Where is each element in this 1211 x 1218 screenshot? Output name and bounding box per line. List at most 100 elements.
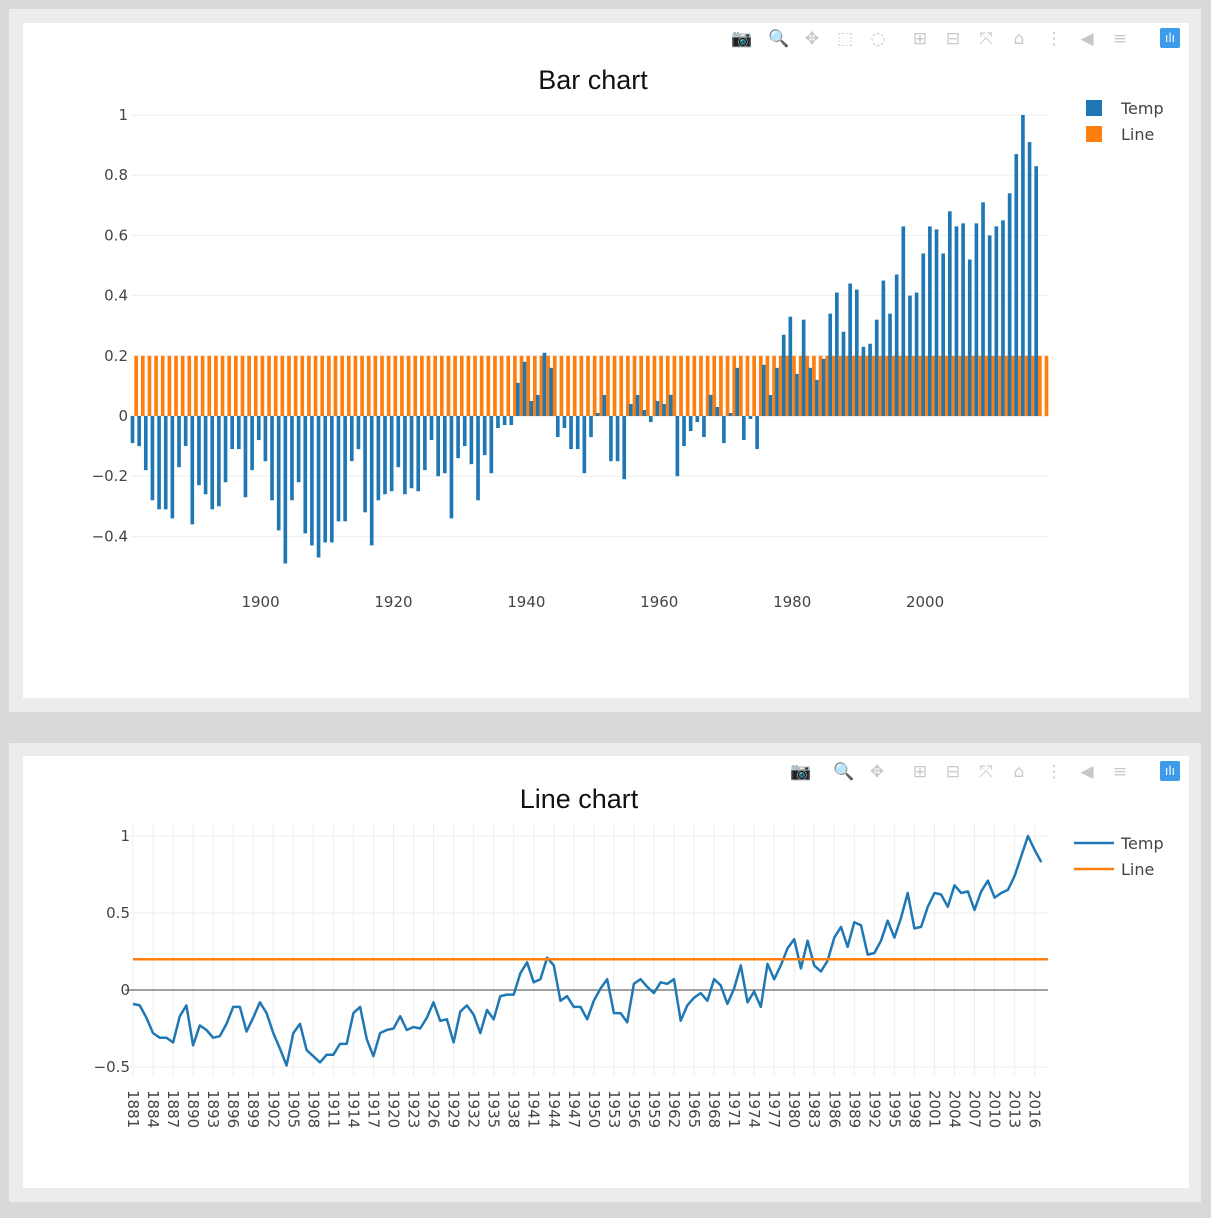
temp-bar[interactable] (854, 289, 859, 416)
line-bar[interactable] (353, 355, 358, 416)
temp-bar[interactable] (542, 352, 547, 416)
legend-swatch[interactable] (1086, 100, 1102, 116)
temp-bar[interactable] (1021, 115, 1025, 416)
temp-bar[interactable] (409, 416, 414, 489)
temp-bar[interactable] (781, 334, 786, 416)
temp-bar[interactable] (821, 358, 826, 416)
line-bar[interactable] (878, 355, 883, 416)
zoom-in-icon[interactable]: ⊞ (912, 29, 928, 49)
line-bar[interactable] (705, 355, 710, 416)
line-bar[interactable] (280, 355, 285, 416)
line-bar[interactable] (1044, 355, 1049, 416)
line-bar[interactable] (971, 355, 976, 416)
temp-bar[interactable] (403, 416, 407, 495)
temp-bar[interactable] (648, 416, 653, 423)
line-bar[interactable] (998, 355, 1002, 416)
temp-bar[interactable] (728, 412, 733, 416)
hover-closest-icon[interactable]: ◀ (1080, 29, 1094, 49)
temp-bar[interactable] (416, 416, 421, 492)
line-bar[interactable] (639, 355, 643, 416)
temp-bar[interactable] (383, 416, 387, 495)
line-bar[interactable] (984, 355, 989, 416)
temp-bar[interactable] (928, 226, 932, 416)
line-bar[interactable] (180, 355, 185, 416)
temp-bar[interactable] (575, 416, 580, 450)
zoom-icon[interactable]: 🔍 (833, 762, 855, 782)
temp-bar[interactable] (841, 331, 846, 416)
line-bar[interactable] (233, 355, 238, 416)
line-bar[interactable] (253, 355, 258, 416)
temp-bar[interactable] (748, 416, 753, 420)
line-bar[interactable] (891, 355, 896, 416)
temp-bar[interactable] (303, 416, 308, 534)
zoom-in-icon[interactable]: ⊞ (912, 762, 928, 782)
temp-bar[interactable] (183, 416, 188, 447)
temp-bar[interactable] (256, 416, 261, 441)
temp-bar[interactable] (1001, 220, 1005, 416)
line-bar[interactable] (566, 355, 570, 416)
line-bar[interactable] (871, 355, 876, 416)
temp-bar[interactable] (396, 416, 401, 468)
line-bar[interactable] (885, 355, 889, 416)
line-bar[interactable] (592, 355, 597, 416)
temp-bar[interactable] (569, 416, 573, 450)
line-bar[interactable] (459, 355, 464, 416)
line-bar[interactable] (134, 355, 138, 416)
line-bar[interactable] (559, 355, 564, 416)
line-bar[interactable] (851, 355, 856, 416)
line-bar[interactable] (672, 355, 677, 416)
temp-bar[interactable] (629, 403, 633, 416)
temp-bar[interactable] (349, 416, 354, 462)
temp-bar[interactable] (1007, 193, 1012, 416)
line-bar[interactable] (792, 355, 796, 416)
legend-entry-temp[interactable]: Temp (1120, 834, 1164, 853)
line-bar[interactable] (406, 355, 411, 416)
line-bar[interactable] (978, 355, 982, 416)
temp-bar[interactable] (622, 416, 627, 480)
temp-bar[interactable] (702, 416, 706, 438)
line-bar[interactable] (413, 355, 418, 416)
line-bar[interactable] (340, 355, 344, 416)
temp-bar[interactable] (668, 394, 673, 416)
line-bar[interactable] (426, 355, 431, 416)
temp-bar[interactable] (522, 361, 527, 416)
line-bar[interactable] (526, 355, 531, 416)
line-bar[interactable] (665, 355, 670, 416)
line-bar[interactable] (572, 355, 577, 416)
line-bar[interactable] (865, 355, 869, 416)
autoscale-icon[interactable]: ⤧ (979, 29, 993, 49)
temp-bar[interactable] (236, 416, 241, 450)
line-bar[interactable] (320, 355, 325, 416)
plotly-logo-icon[interactable]: ılı (1160, 28, 1180, 48)
line-bar[interactable] (473, 355, 477, 416)
hover-closest-icon[interactable]: ◀ (1080, 762, 1094, 782)
line-bar[interactable] (400, 355, 404, 416)
temp-bar[interactable] (961, 223, 965, 416)
temp-bar[interactable] (921, 253, 926, 416)
temp-bar[interactable] (462, 416, 467, 447)
temp-bar[interactable] (423, 416, 427, 471)
line-bar[interactable] (911, 355, 916, 416)
line-bar[interactable] (479, 355, 484, 416)
line-bar[interactable] (931, 355, 936, 416)
pan-icon[interactable]: ✥ (804, 29, 820, 49)
spike-lines-icon[interactable]: ⋮ (1045, 762, 1063, 782)
line-bar[interactable] (586, 355, 590, 416)
legend-entry-temp[interactable]: Temp (1120, 99, 1164, 118)
temp-bar[interactable] (894, 274, 899, 416)
temp-bar[interactable] (243, 416, 248, 498)
temp-bar[interactable] (130, 416, 135, 444)
temp-bar[interactable] (363, 416, 367, 513)
temp-bar[interactable] (688, 416, 693, 432)
temp-bar[interactable] (908, 295, 912, 416)
temp-bar[interactable] (881, 280, 886, 416)
temp-bar[interactable] (456, 416, 460, 459)
temp-bar[interactable] (529, 400, 534, 416)
line-bar[interactable] (300, 355, 305, 416)
line-bar[interactable] (692, 355, 697, 416)
temp-bar[interactable] (775, 367, 779, 416)
temp-bar[interactable] (987, 235, 992, 416)
line-bar[interactable] (194, 355, 198, 416)
line-bar[interactable] (240, 355, 245, 416)
line-bar[interactable] (758, 355, 763, 416)
